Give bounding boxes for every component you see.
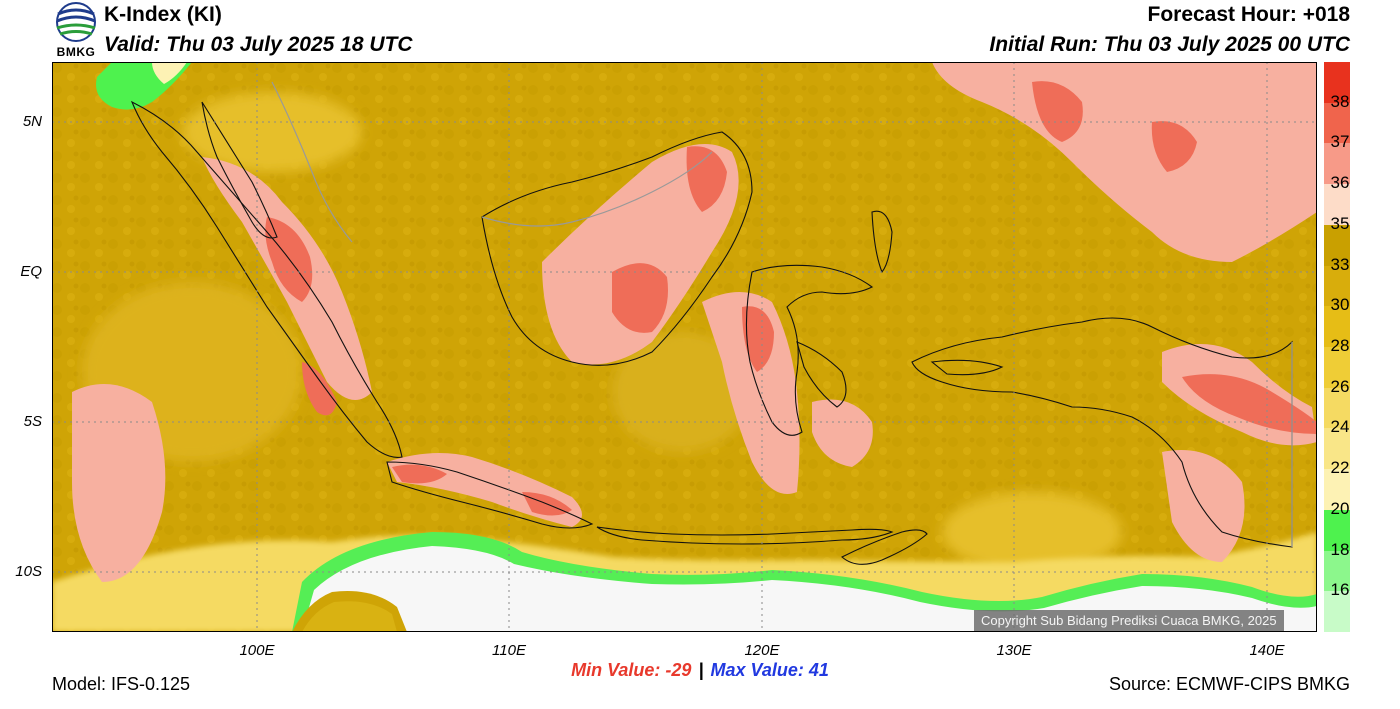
- lon-label-110e: 110E: [492, 642, 526, 659]
- colorbar-segment: [1324, 265, 1350, 307]
- initial-run: Initial Run: Thu 03 July 2025 00 UTC: [989, 33, 1350, 56]
- lesser-sunda-coast: [596, 526, 894, 545]
- lon-label-120e: 120E: [744, 642, 780, 659]
- sumatra-coast: [130, 100, 403, 458]
- colorbar-segment: [1324, 224, 1350, 267]
- timor-coast: [841, 529, 928, 565]
- colorbar-segment: [1324, 143, 1350, 185]
- seram-coast: [930, 359, 1004, 376]
- colorbar-tick-label: 35: [1330, 213, 1350, 233]
- java-coast: [386, 461, 594, 529]
- borneo-coast: [481, 131, 753, 366]
- political-borders: [271, 81, 1293, 547]
- stats-separator: |: [698, 660, 704, 680]
- colorbar-tick-label: 30: [1330, 295, 1350, 315]
- colorbar-tick-label: 18: [1330, 539, 1350, 559]
- colorbar-tick-label: 28: [1330, 336, 1350, 355]
- chart-title: K-Index (KI): [104, 3, 222, 26]
- model-label: Model: IFS-0.125: [52, 674, 191, 694]
- value-stats: Min Value: -29 | Max Value: 41: [0, 660, 1400, 681]
- very-high-k-areas: [265, 81, 1317, 516]
- colorbar-segment: [1324, 469, 1350, 511]
- sulawesi-southeast-arm: [796, 341, 847, 408]
- colorbar-segment: [1324, 306, 1350, 348]
- lat-label-5n: 5N: [22, 113, 42, 130]
- graticule: [52, 62, 1317, 632]
- colorbar: [1324, 62, 1350, 633]
- halmahera-coast: [871, 210, 893, 274]
- valid-time: Valid: Thu 03 July 2025 18 UTC: [104, 33, 413, 56]
- colorbar-segment: [1324, 428, 1350, 470]
- lon-label-130e: 130E: [996, 642, 1032, 659]
- high-k-areas: [72, 62, 1317, 582]
- forecast-hour: Forecast Hour: +018: [1147, 3, 1351, 26]
- copyright-note: Copyright Sub Bidang Prediksi Cuaca BMKG…: [974, 610, 1284, 631]
- northwest-low-k-area: [96, 62, 192, 110]
- colorbar-tick-label: 36: [1330, 173, 1350, 193]
- coastlines: [130, 100, 1293, 565]
- new-guinea-coast: [911, 317, 1293, 548]
- colorbar-segment: [1324, 62, 1350, 104]
- map-frame: [52, 62, 1317, 632]
- colorbar-segment: [1324, 550, 1350, 592]
- colorbar-segment: [1324, 509, 1350, 552]
- min-value: Min Value: -29: [571, 660, 692, 680]
- colorbar-segment: [1324, 591, 1350, 633]
- lon-label-140e: 140E: [1249, 642, 1285, 659]
- lon-label-100e: 100E: [239, 642, 275, 659]
- k-index-map: [52, 62, 1317, 632]
- lat-label-eq: EQ: [20, 263, 42, 280]
- colorbar-tick-label: 33: [1330, 254, 1350, 274]
- lat-label-5s: 5S: [23, 413, 42, 430]
- lat-label-10s: 10S: [15, 563, 42, 580]
- colorbar-tick-label: 24: [1330, 417, 1350, 437]
- colorbar-segment: [1324, 184, 1350, 226]
- colorbar-segment: [1324, 102, 1350, 144]
- colorbar-tick-label: 37: [1330, 132, 1350, 152]
- colorbar-segment: [1324, 347, 1350, 389]
- malay-peninsula-coast: [201, 101, 278, 239]
- source-label: Source: ECMWF-CIPS BMKG: [1108, 674, 1350, 694]
- colorbar-tick-label: 16: [1330, 580, 1350, 600]
- colorbar-tick-label: 22: [1330, 458, 1350, 478]
- colorbar-tick-label: 20: [1330, 498, 1350, 518]
- max-value: Max Value: 41: [710, 660, 829, 680]
- bmkg-logo: BMKG: [52, 2, 100, 60]
- colorbar-tick-label: 26: [1330, 376, 1350, 396]
- logo-text: BMKG: [56, 45, 96, 59]
- colorbar-tick-label: 38: [1330, 91, 1350, 111]
- colorbar-segment: [1324, 387, 1350, 429]
